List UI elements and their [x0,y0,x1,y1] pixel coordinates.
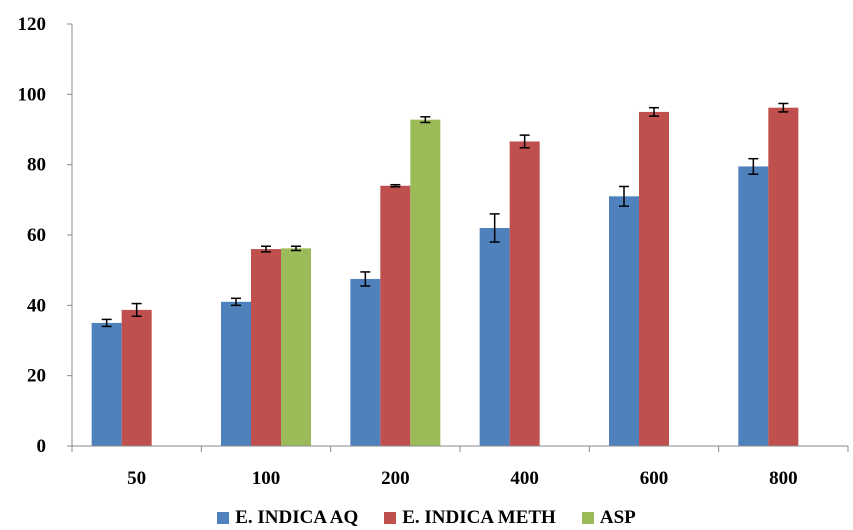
legend-label-meth: E. INDICA METH [402,507,556,528]
legend-swatch-asp [581,512,594,524]
bar-0-1 [221,301,251,446]
bar-1-4 [639,111,669,447]
legend-item-meth: E. INDICA METH [384,507,556,529]
y-tick-label: 40 [27,295,46,316]
bar-0-5 [738,166,769,447]
y-tick-label: 80 [27,155,46,176]
bar-1-5 [768,107,799,447]
y-tick-label: 60 [27,225,46,246]
legend-item-asp: ASP [581,507,636,529]
legend-label-aq: E. INDICA AQ [235,507,359,528]
bar-0-2 [350,278,381,446]
bar-2-2 [410,119,441,447]
legend-item-aq: E. INDICA AQ [217,507,358,529]
legend-swatch-meth [384,512,397,524]
bar-1-2 [380,185,411,446]
bar-0-4 [609,196,639,446]
bar-2-1 [281,248,311,446]
y-tick-label: 0 [37,436,47,457]
bar-1-1 [251,249,281,446]
x-axis-ticks: 50 100 200 400 600 800 [71,446,849,489]
bar-1-3 [509,141,540,446]
x-tick-label: 100 [252,468,281,489]
x-tick-label: 600 [640,468,669,489]
legend-label-asp: ASP [599,507,636,528]
bars-group [91,107,799,447]
x-tick-label: 400 [510,468,539,489]
error-bars-group [101,102,789,328]
legend: E. INDICA AQ E. INDICA METH ASP [0,506,853,530]
legend-swatch-aq [217,512,230,524]
bar-1-0 [121,309,152,446]
y-tick-label: 120 [18,14,47,35]
x-tick-label: 200 [381,468,410,489]
x-tick-label: 50 [127,468,146,489]
x-tick-label: 800 [769,468,798,489]
y-axis-ticks: 0 20 40 60 80 100 120 [18,14,72,457]
y-tick-label: 100 [18,84,47,105]
bar-0-3 [479,227,510,446]
bar-0-0 [91,322,122,446]
y-tick-label: 20 [27,366,46,387]
